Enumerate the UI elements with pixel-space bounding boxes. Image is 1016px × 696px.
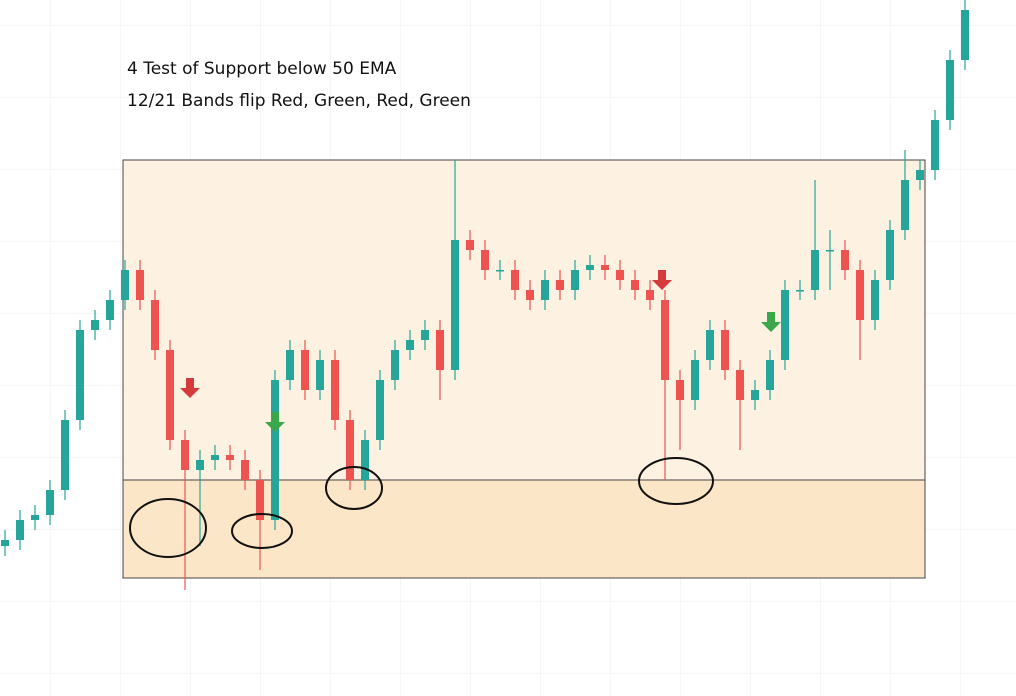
candle-body: [256, 480, 264, 520]
candle-body: [886, 230, 894, 280]
candle-body: [211, 455, 219, 460]
candle-body: [466, 240, 474, 250]
candle-body: [631, 280, 639, 290]
candle-body: [421, 330, 429, 340]
candle-body: [961, 10, 969, 60]
candle-body: [826, 250, 834, 252]
candle-body: [226, 455, 234, 460]
candle-body: [61, 420, 69, 490]
candle-body: [91, 320, 99, 330]
circles: [129, 457, 714, 558]
candle-body: [76, 330, 84, 420]
annotation: 4 Test of Support below 50 EMA: [127, 59, 397, 79]
circle: [325, 466, 383, 510]
candle-body: [736, 370, 744, 400]
range-box: [122, 159, 926, 481]
candle-body: [271, 380, 279, 520]
arrow-down-red: [180, 378, 200, 398]
candle-body: [451, 240, 459, 370]
candle-body: [916, 170, 924, 180]
candle-body: [361, 440, 369, 480]
candle-body: [31, 515, 39, 520]
candle-body: [856, 270, 864, 320]
candle-body: [406, 340, 414, 350]
arrow-down-red: [652, 270, 672, 290]
candle-body: [751, 390, 759, 400]
candle-body: [526, 290, 534, 300]
candle-body: [481, 250, 489, 270]
candle-body: [586, 265, 594, 270]
candle-body: [121, 270, 129, 300]
candle-body: [721, 330, 729, 370]
candle-body: [136, 270, 144, 300]
candle-body: [166, 350, 174, 440]
arrows: [180, 270, 781, 432]
candle-body: [511, 270, 519, 290]
candle-body: [151, 300, 159, 350]
candle-body: [946, 60, 954, 120]
candle-body: [706, 330, 714, 360]
candle-body: [556, 280, 564, 290]
candle-body: [646, 290, 654, 300]
candle-body: [901, 180, 909, 230]
candle-body: [811, 250, 819, 290]
candle-body: [331, 360, 339, 420]
candle-body: [796, 290, 804, 292]
arrow-down-green: [761, 312, 781, 332]
candle-body: [196, 460, 204, 470]
candle-body: [931, 120, 939, 170]
candle-body: [661, 300, 669, 380]
candle-body: [436, 330, 444, 370]
candle-body: [781, 290, 789, 360]
candles: [1, 0, 969, 590]
support-box: [122, 479, 926, 579]
candle-body: [1, 540, 9, 546]
candle-body: [871, 280, 879, 320]
arrow-down-green: [265, 412, 285, 432]
candle-body: [376, 380, 384, 440]
candle-body: [16, 520, 24, 540]
candle-body: [46, 490, 54, 515]
candle-body: [241, 460, 249, 480]
candle-body: [301, 350, 309, 390]
candle-body: [571, 270, 579, 290]
annotation: 12/21 Bands flip Red, Green, Red, Green: [127, 91, 471, 111]
candle-body: [541, 280, 549, 300]
candle-body: [391, 350, 399, 380]
candle-body: [601, 265, 609, 270]
candle-body: [316, 360, 324, 390]
candle-body: [496, 270, 504, 272]
candle-body: [346, 420, 354, 480]
candle-body: [841, 250, 849, 270]
circle: [231, 513, 293, 549]
candle-body: [691, 360, 699, 400]
candle-body: [766, 360, 774, 390]
circle: [638, 457, 714, 505]
circle: [129, 498, 207, 558]
candle-body: [286, 350, 294, 380]
candle-body: [181, 440, 189, 470]
candle-body: [676, 380, 684, 400]
candle-body: [616, 270, 624, 280]
candle-body: [106, 300, 114, 320]
